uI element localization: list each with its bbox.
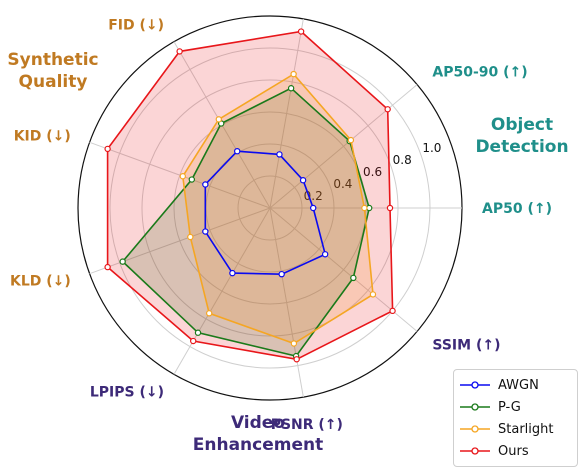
data-point <box>194 329 202 336</box>
radial-tick-label: 0.4 <box>333 177 352 191</box>
legend-item-p-g: P-G <box>460 396 577 418</box>
group-label: Video Enhancement <box>193 413 323 455</box>
data-point <box>299 177 307 184</box>
data-point <box>389 307 396 315</box>
spoke-2 <box>269 18 304 209</box>
legend-marker <box>460 381 490 389</box>
data-point <box>276 151 283 158</box>
data-point <box>287 85 295 92</box>
legend-marker <box>460 403 490 411</box>
axis-label: KLD (↓) <box>10 274 71 290</box>
data-point <box>278 270 285 278</box>
axis-label: PSNR (↑) <box>271 417 343 433</box>
legend-item-starlight: Starlight <box>460 418 577 440</box>
data-point <box>179 173 186 180</box>
data-point <box>229 269 236 277</box>
data-point <box>347 136 355 144</box>
data-point <box>293 356 300 363</box>
series-line-ours <box>106 30 394 361</box>
data-point <box>215 116 222 123</box>
data-point <box>205 310 213 317</box>
data-point <box>104 145 111 153</box>
radial-tick-label: 0.6 <box>363 165 382 179</box>
radial-tick-label: 0.2 <box>304 189 323 203</box>
legend-item-ours: Ours <box>460 440 577 462</box>
group-label: Synthetic Quality <box>7 50 98 92</box>
legend-item-awgn: AWGN <box>460 374 577 396</box>
data-point <box>233 147 241 155</box>
data-point <box>202 181 209 188</box>
series-area-starlight <box>182 74 373 344</box>
series-line-awgn <box>204 150 327 276</box>
legend-marker <box>460 425 490 433</box>
axis-label: FID (↓) <box>108 17 164 33</box>
spoke-1 <box>269 84 418 209</box>
axis-label: LPIPS (↓) <box>90 385 164 401</box>
data-point <box>386 204 394 212</box>
data-point <box>187 233 194 241</box>
axis-label: AP50 (↑) <box>482 201 552 217</box>
data-point <box>321 251 329 258</box>
data-point <box>202 228 209 235</box>
data-point <box>369 291 377 298</box>
data-point <box>290 70 297 78</box>
radial-tick-label: 1.0 <box>422 141 441 155</box>
radial-tick-label: 0.8 <box>393 153 412 167</box>
data-point <box>189 337 197 345</box>
group-label: Object Detection <box>475 115 568 157</box>
data-point <box>290 340 298 347</box>
spoke-6 <box>173 207 271 375</box>
data-point <box>384 106 391 113</box>
series-area-ours <box>107 31 393 360</box>
legend-marker <box>460 447 490 455</box>
legend-label: AWGN <box>498 377 539 393</box>
axis-label: KID (↓) <box>14 128 71 144</box>
data-point <box>119 258 126 265</box>
legend-label: Ours <box>498 443 529 459</box>
data-point <box>361 204 368 212</box>
axis-label: AP75 (↑) <box>272 0 342 1</box>
spoke-7 <box>269 207 304 398</box>
data-point <box>350 274 357 282</box>
spoke-5 <box>89 207 271 275</box>
data-point <box>104 263 111 271</box>
data-point <box>297 28 305 35</box>
series-line-starlight <box>181 73 374 345</box>
data-point <box>188 176 196 183</box>
series-line-p-g <box>121 87 371 358</box>
legend-label: Starlight <box>498 421 554 437</box>
series-area-p-g <box>122 88 370 357</box>
data-point <box>176 48 183 55</box>
axis-label: SSIM (↑) <box>432 337 500 353</box>
axis-label: AP50-90 (↑) <box>432 65 527 81</box>
data-point <box>310 204 317 212</box>
legend-label: P-G <box>498 399 521 415</box>
legend: AWGN P-G Starlight Ours <box>453 369 578 467</box>
